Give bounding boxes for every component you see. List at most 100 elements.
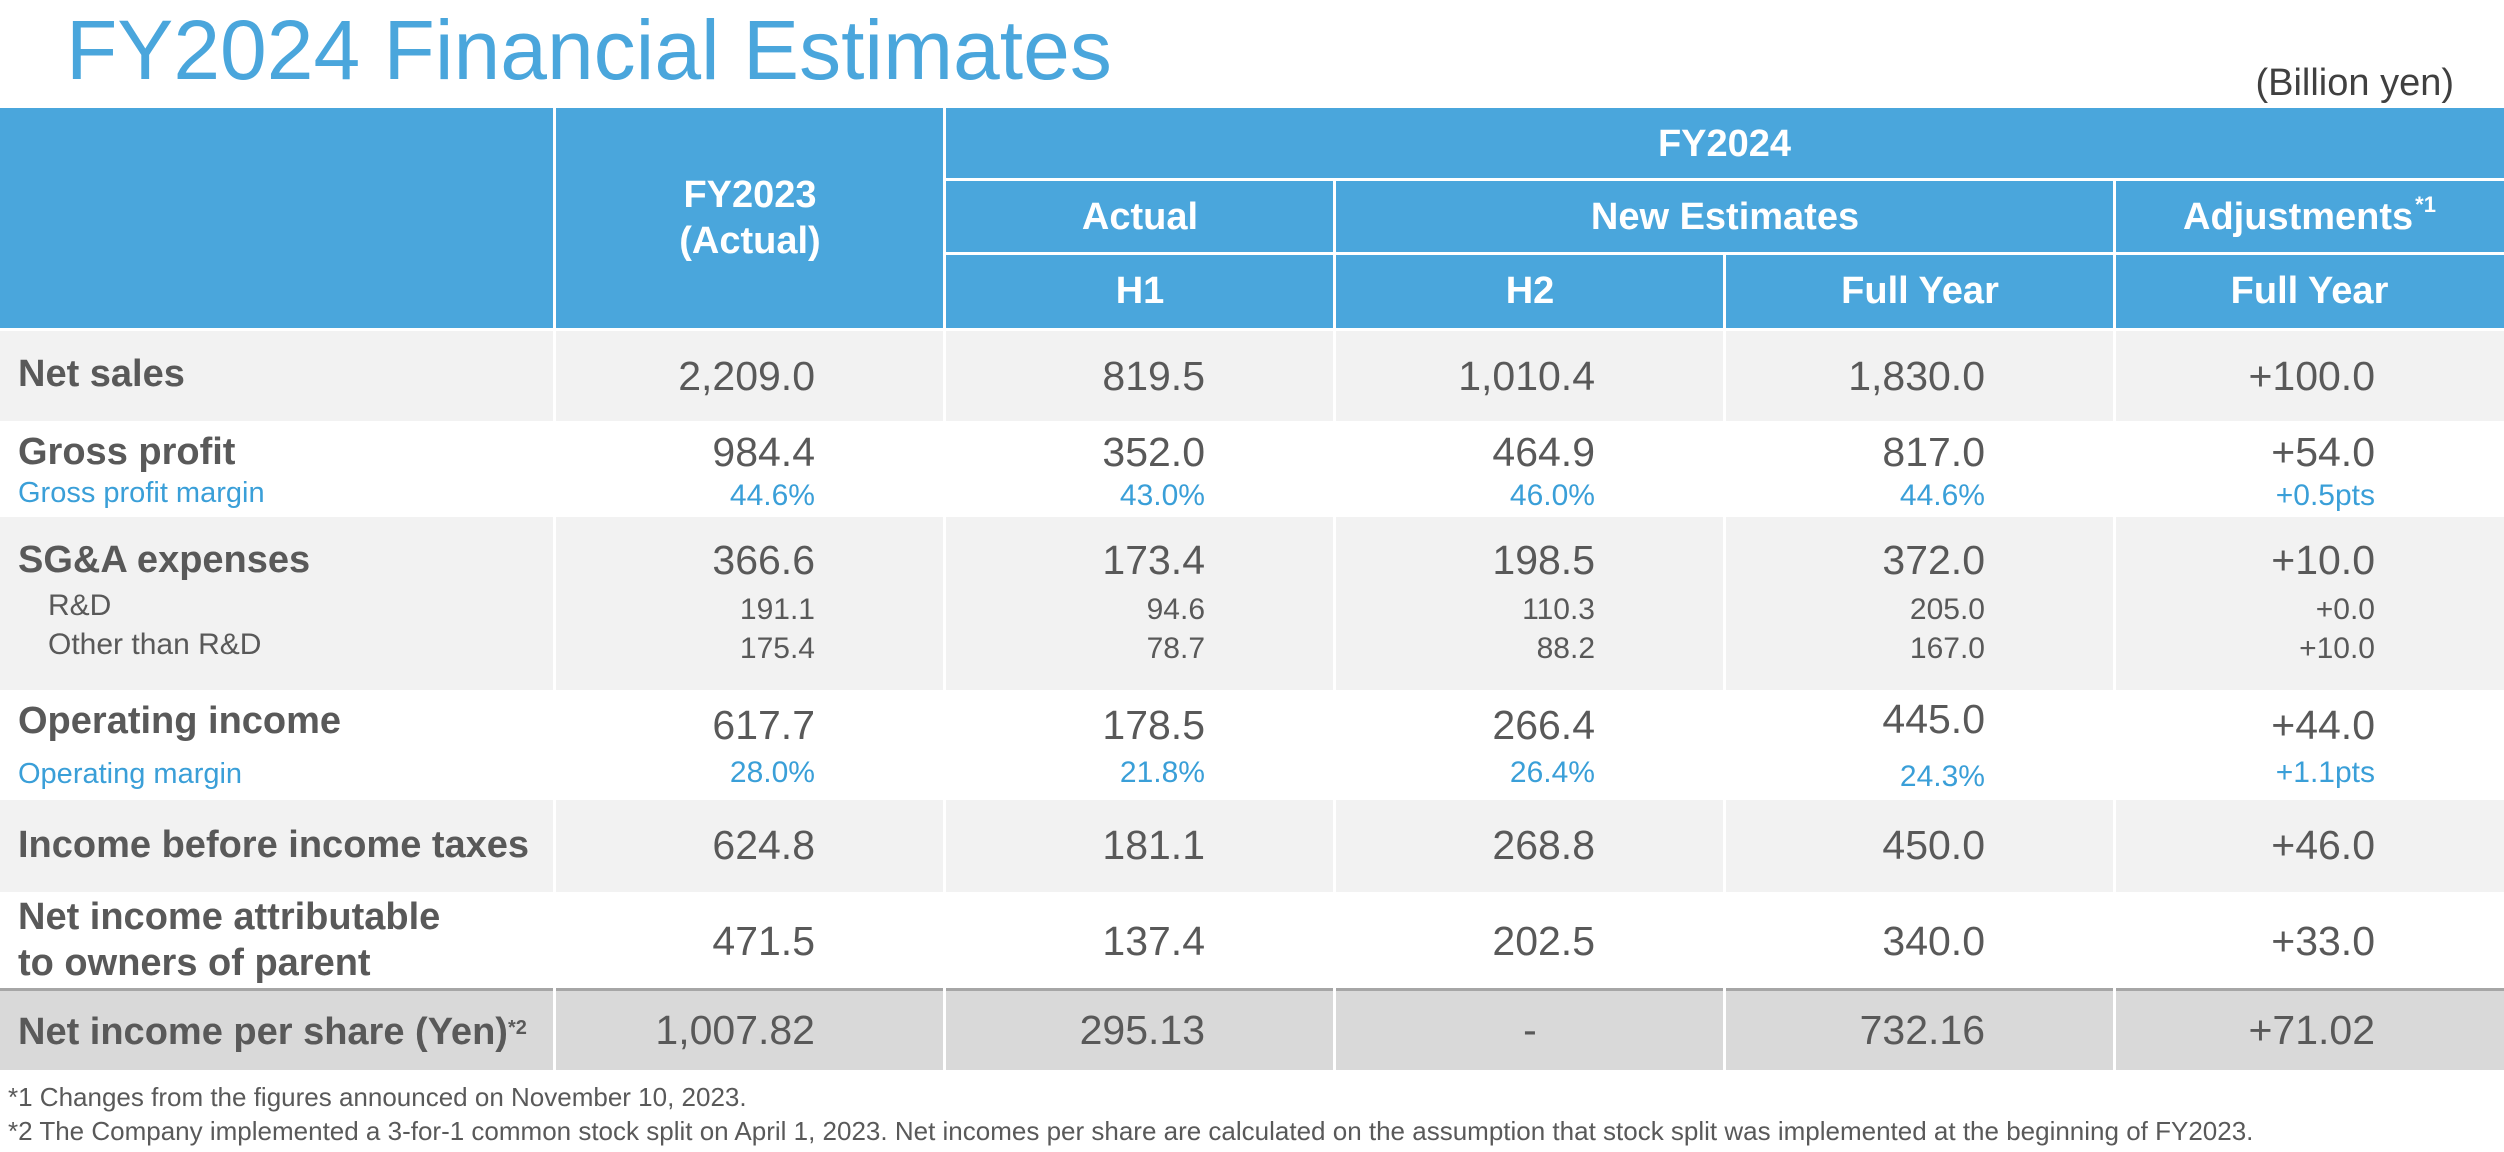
value-fy2023: 984.4 bbox=[712, 429, 815, 475]
header-new-estimates-text: New Estimates bbox=[1590, 196, 1860, 238]
value-adjustment: +10.0 bbox=[2271, 537, 2375, 583]
row-label: Income before income taxes bbox=[18, 824, 530, 866]
eps-label-text: Net income per share (Yen) bbox=[18, 1011, 508, 1053]
header-fy2024-text: FY2024 bbox=[1657, 123, 1792, 165]
rd-full-year: 205.0 bbox=[1909, 593, 1985, 626]
value-fy2023: 1,007.82 bbox=[655, 1007, 815, 1053]
value-fy2023: 2,209.0 bbox=[678, 353, 815, 399]
margin-full-year: 24.3% bbox=[1899, 760, 1985, 793]
footnote-2: *2 The Company implemented a 3-for-1 com… bbox=[8, 1116, 2254, 1146]
row-label: Net sales bbox=[18, 353, 185, 395]
header-fy2023: FY2023 (Actual) bbox=[555, 108, 945, 328]
column-divider bbox=[2113, 328, 2116, 1070]
row-label: Operating income bbox=[18, 700, 342, 742]
row-sub-label: Gross profit margin bbox=[18, 477, 265, 509]
value-h2: 202.5 bbox=[1492, 918, 1595, 964]
header-full-year-estimate: Full Year bbox=[1725, 254, 2115, 328]
table-row: Net income attributable to owners of par… bbox=[0, 892, 2504, 988]
header-divider bbox=[943, 108, 946, 328]
margin-h2: 46.0% bbox=[1509, 479, 1595, 512]
header-fy2023-line1: FY2023 bbox=[683, 174, 817, 216]
margin-h2: 26.4% bbox=[1509, 756, 1595, 789]
margin-fy2023: 28.0% bbox=[729, 756, 815, 789]
rd-h1: 94.6 bbox=[1146, 593, 1205, 626]
value-full-year: 340.0 bbox=[1882, 918, 1985, 964]
page-title: FY2024 Financial Estimates bbox=[66, 3, 1112, 97]
header-full-year-estimate-text: Full Year bbox=[1841, 270, 1999, 312]
table-row: SG&A expenses R&D Other than R&D 366.6 1… bbox=[0, 517, 2504, 690]
unit-label: (Billion yen) bbox=[2255, 62, 2454, 104]
table-row: Gross profit Gross profit margin 984.4 3… bbox=[0, 421, 2504, 517]
column-divider bbox=[1333, 328, 1336, 1070]
header-h1-text: H1 bbox=[1115, 270, 1165, 312]
value-h1: 819.5 bbox=[1102, 353, 1205, 399]
value-full-year: 445.0 bbox=[1882, 696, 1985, 742]
header-divider bbox=[1723, 254, 1726, 328]
margin-h1: 43.0% bbox=[1119, 479, 1205, 512]
header-fy2024: FY2024 bbox=[945, 108, 2504, 180]
value-h1: 352.0 bbox=[1102, 429, 1205, 475]
header-full-year-adjustment-text: Full Year bbox=[2230, 270, 2389, 312]
header-new-estimates: New Estimates bbox=[1335, 180, 2115, 254]
footnote-1: *1 Changes from the figures announced on… bbox=[8, 1082, 747, 1112]
row-sub-label: Operating margin bbox=[18, 758, 243, 790]
value-h2: 1,010.4 bbox=[1458, 353, 1595, 399]
value-adjustment: +54.0 bbox=[2271, 429, 2375, 475]
value-full-year: 817.0 bbox=[1882, 429, 1985, 475]
margin-fy2023: 44.6% bbox=[729, 479, 815, 512]
value-fy2023: 471.5 bbox=[712, 918, 815, 964]
margin-adjustment: +1.1pts bbox=[2275, 756, 2375, 789]
footnote-marker: *2 bbox=[507, 1017, 527, 1039]
other-h1: 78.7 bbox=[1146, 632, 1205, 665]
row-label-line2: to owners of parent bbox=[18, 942, 371, 984]
other-full-year: 167.0 bbox=[1909, 632, 1985, 665]
row-label: Net income attributable bbox=[18, 896, 441, 938]
header-divider bbox=[945, 178, 2504, 181]
value-h1: 137.4 bbox=[1102, 918, 1205, 964]
value-h1: 295.13 bbox=[1079, 1007, 1205, 1053]
value-fy2023: 366.6 bbox=[712, 537, 815, 583]
table-row: Operating income Operating margin 617.7 … bbox=[0, 690, 2504, 800]
header-divider bbox=[945, 252, 2504, 255]
header-adjustments-text: Adjustments bbox=[2183, 196, 2414, 238]
value-adjustment: +33.0 bbox=[2271, 918, 2375, 964]
row-sub-label: R&D bbox=[48, 589, 112, 622]
value-h2: 198.5 bbox=[1492, 537, 1595, 583]
rd-adjustment: +0.0 bbox=[2315, 593, 2375, 626]
value-full-year: 1,830.0 bbox=[1848, 353, 1985, 399]
table-row: Income before income taxes 624.8 181.1 2… bbox=[0, 800, 2504, 892]
row-label: Gross profit bbox=[18, 431, 236, 473]
value-h1: 173.4 bbox=[1102, 537, 1205, 583]
value-adjustment: +100.0 bbox=[2248, 353, 2375, 399]
other-h2: 88.2 bbox=[1536, 632, 1595, 665]
rd-fy2023: 191.1 bbox=[739, 593, 815, 626]
value-h1: 181.1 bbox=[1102, 822, 1205, 868]
value-h2: 266.4 bbox=[1492, 702, 1595, 748]
value-fy2023: 617.7 bbox=[712, 702, 815, 748]
value-h2: 268.8 bbox=[1492, 822, 1595, 868]
column-divider bbox=[553, 328, 556, 1070]
header-h2: H2 bbox=[1335, 254, 1725, 328]
header-h1: H1 bbox=[945, 254, 1335, 328]
margin-full-year: 44.6% bbox=[1899, 479, 1985, 512]
footnote-marker: *1 bbox=[2415, 192, 2436, 217]
header-full-year-adjustment: Full Year bbox=[2115, 254, 2504, 328]
header-fy2023-line2: (Actual) bbox=[679, 220, 821, 262]
value-fy2023: 624.8 bbox=[712, 822, 815, 868]
column-divider bbox=[943, 328, 946, 1070]
value-full-year: 372.0 bbox=[1882, 537, 1985, 583]
header-actual-text: Actual bbox=[1081, 196, 1199, 238]
table-row: Net sales 2,209.0 819.5 1,010.4 1,830.0 … bbox=[0, 331, 2504, 421]
row-label: SG&A expenses bbox=[18, 539, 311, 581]
value-full-year: 450.0 bbox=[1882, 822, 1985, 868]
other-fy2023: 175.4 bbox=[739, 632, 815, 665]
row-sub-label: Other than R&D bbox=[48, 628, 262, 661]
row-label: Net income per share (Yen)*2 bbox=[18, 1011, 527, 1054]
value-adjustment: +44.0 bbox=[2271, 702, 2375, 748]
header-actual: Actual bbox=[945, 180, 1335, 254]
other-adjustment: +10.0 bbox=[2299, 632, 2375, 665]
header-h2-text: H2 bbox=[1505, 270, 1555, 312]
value-full-year: 732.16 bbox=[1859, 1007, 1985, 1053]
value-adjustment: +46.0 bbox=[2271, 822, 2375, 868]
column-divider bbox=[1723, 328, 1726, 1070]
